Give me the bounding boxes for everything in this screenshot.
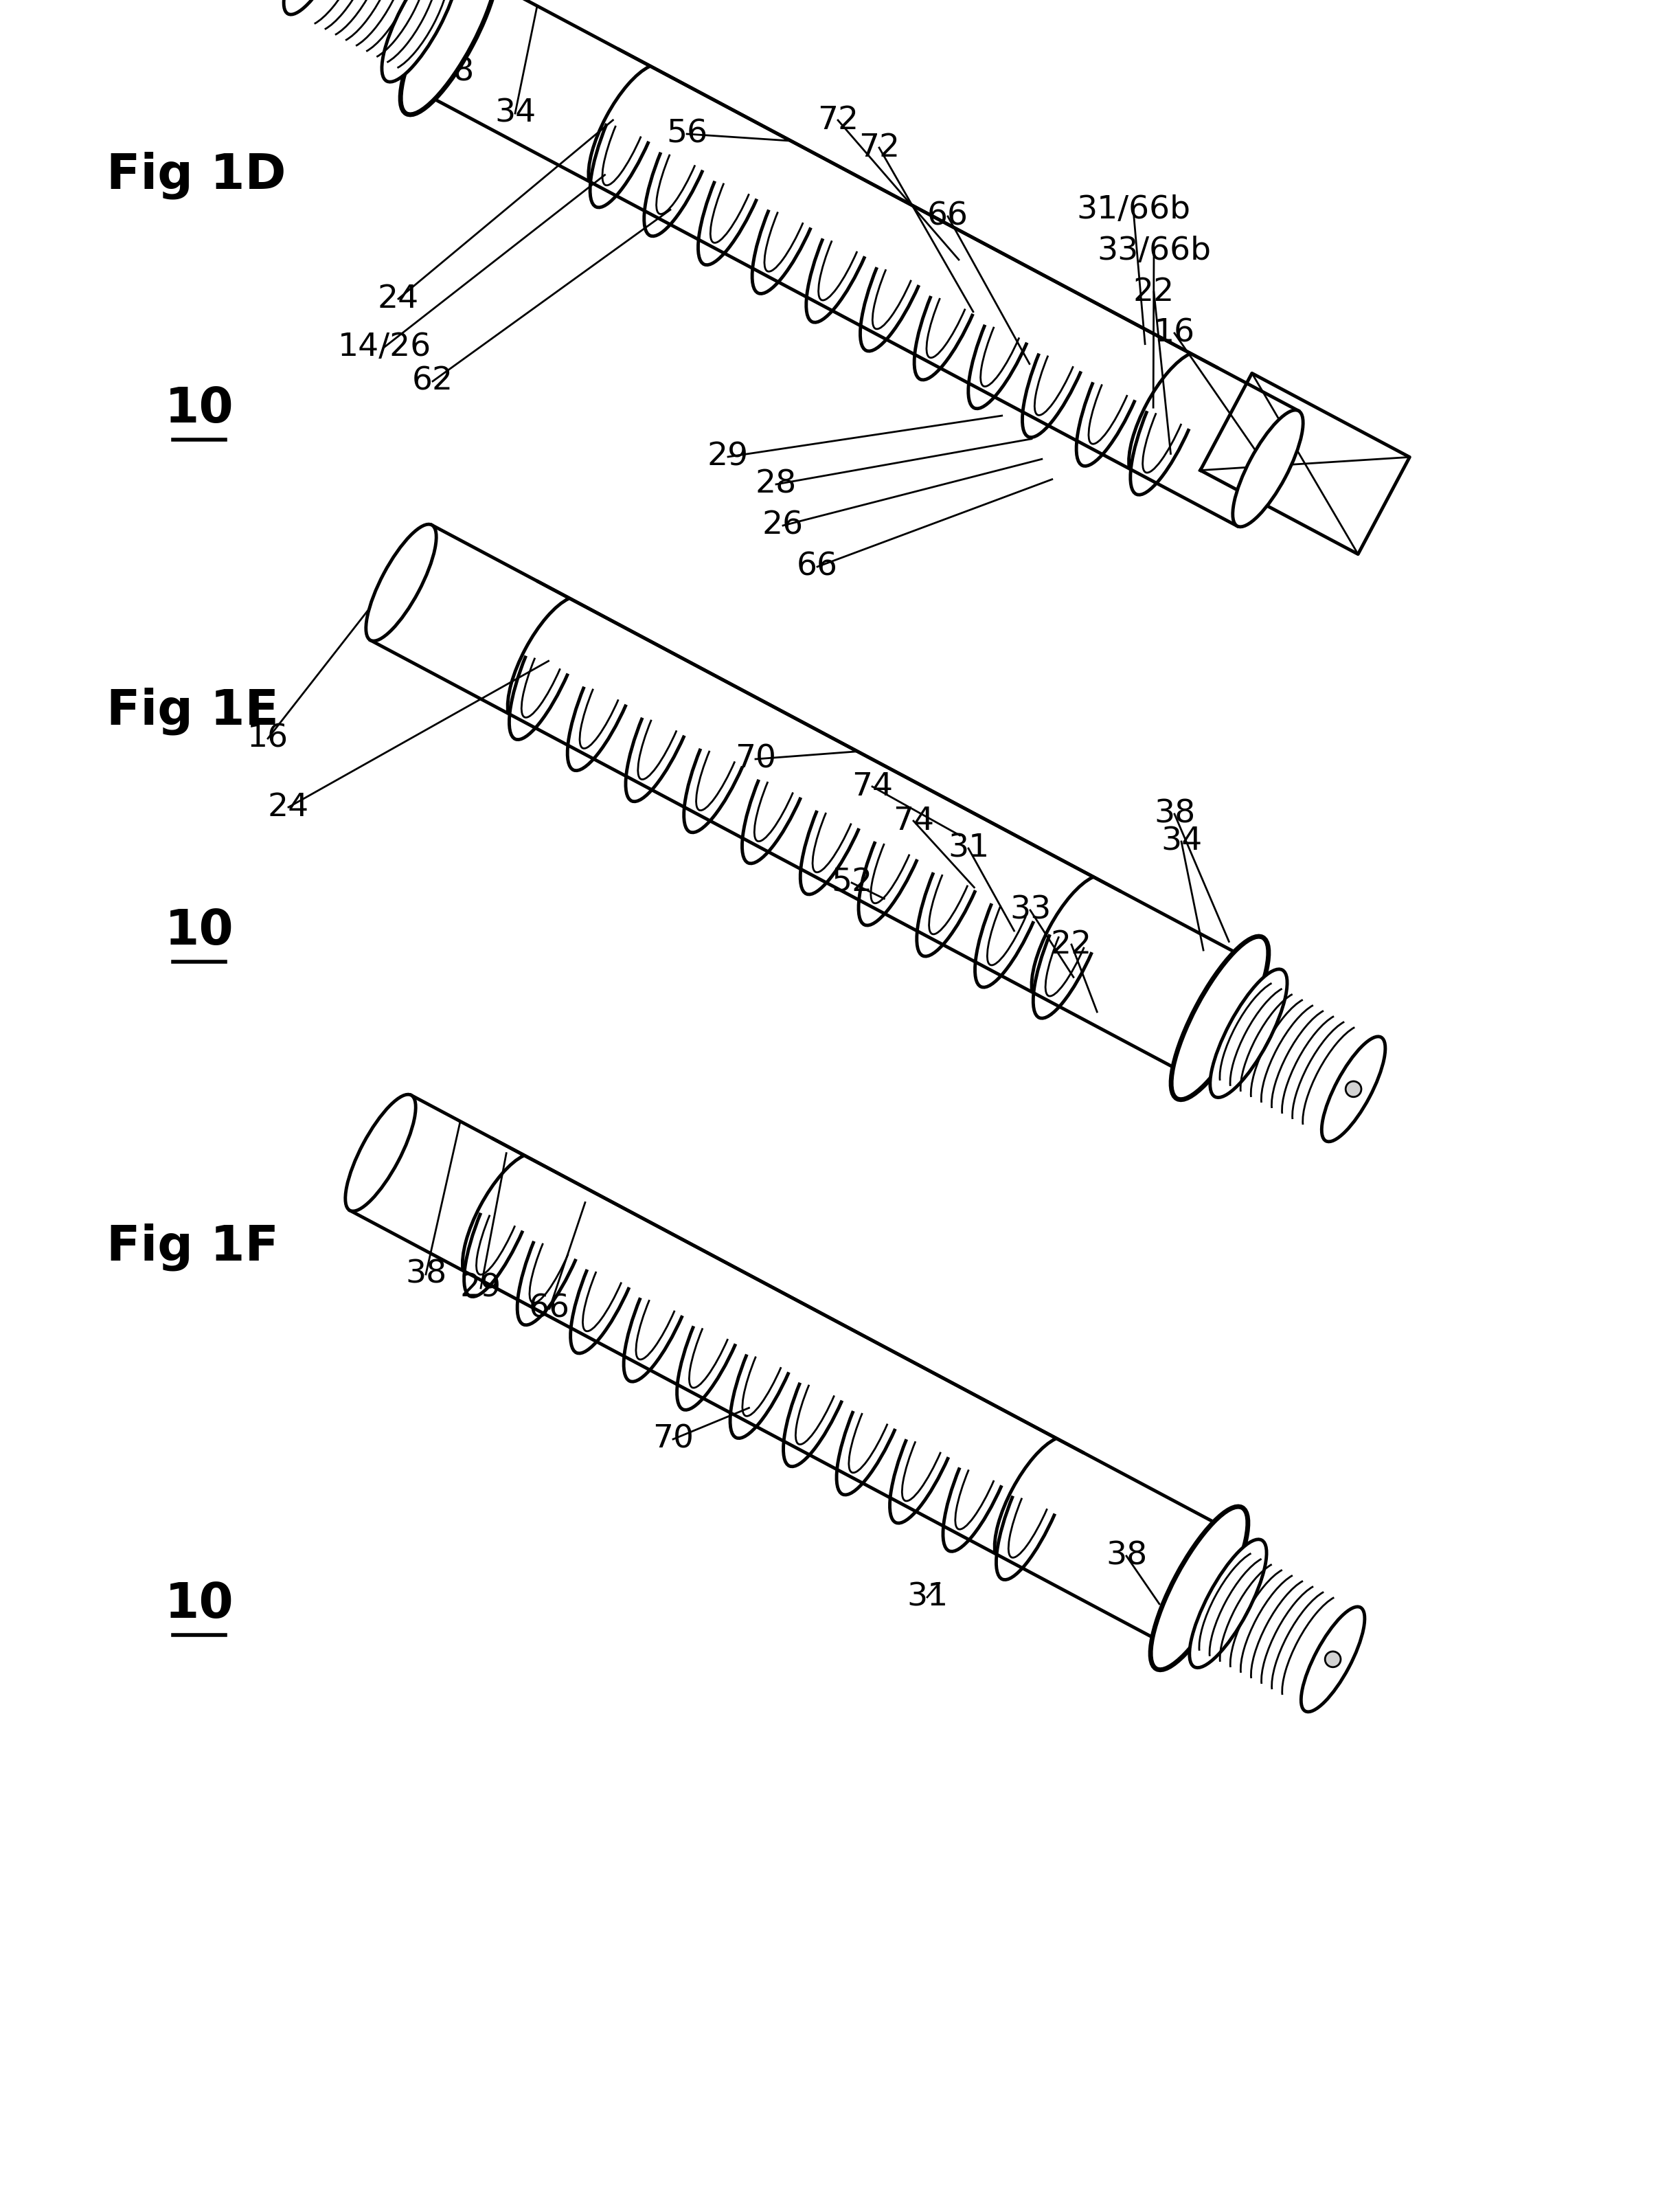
Text: 10: 10 [165,1580,234,1628]
Text: 38: 38 [433,57,474,88]
Circle shape [1326,1652,1341,1667]
Ellipse shape [284,0,348,15]
Text: 26: 26 [763,510,803,540]
Text: 70: 70 [734,744,776,775]
Text: 34: 34 [1161,827,1203,858]
Text: 31: 31 [948,834,990,864]
Text: 70: 70 [652,1424,694,1455]
Text: 56: 56 [667,118,707,149]
Text: 74: 74 [852,770,894,803]
Text: 52: 52 [832,866,872,899]
Text: 31/66b: 31/66b [1077,195,1191,225]
Ellipse shape [1151,1508,1248,1669]
Text: 29: 29 [707,442,749,473]
Text: 31: 31 [907,1582,948,1613]
Text: 10: 10 [165,908,234,954]
Ellipse shape [381,0,459,81]
Ellipse shape [1210,969,1287,1098]
Text: 62: 62 [412,365,454,396]
Text: 24: 24 [378,284,418,315]
Text: 24: 24 [267,792,309,823]
Text: Fig 1F: Fig 1F [106,1223,279,1271]
Text: 38: 38 [1105,1540,1147,1571]
Ellipse shape [1189,1540,1267,1667]
Text: 66: 66 [927,201,968,232]
Text: 16: 16 [247,722,289,755]
Ellipse shape [346,1094,415,1212]
Text: 66: 66 [796,551,838,582]
Text: 10: 10 [165,385,234,433]
Circle shape [1346,1081,1361,1096]
Text: 33: 33 [1010,895,1052,926]
Ellipse shape [366,525,437,641]
Text: Fig 1D: Fig 1D [106,151,286,199]
Text: 72: 72 [858,131,900,164]
Ellipse shape [1233,409,1304,527]
Text: 14/26: 14/26 [338,330,432,363]
Ellipse shape [1171,936,1268,1101]
Text: 38: 38 [405,1258,447,1289]
Text: 38: 38 [1154,799,1194,829]
Text: 16: 16 [1154,317,1194,348]
Ellipse shape [400,0,497,114]
Text: 22: 22 [1050,930,1092,961]
Text: 33/66b: 33/66b [1097,236,1211,267]
Text: 72: 72 [816,105,858,136]
Text: 29: 29 [460,1273,501,1304]
Text: 22: 22 [1134,276,1174,309]
Text: 34: 34 [494,98,536,129]
Text: 66: 66 [529,1293,570,1324]
Text: Fig 1E: Fig 1E [106,687,279,735]
Text: 28: 28 [756,468,796,499]
Text: 74: 74 [892,805,934,836]
Ellipse shape [1322,1037,1386,1142]
Ellipse shape [1300,1606,1364,1711]
